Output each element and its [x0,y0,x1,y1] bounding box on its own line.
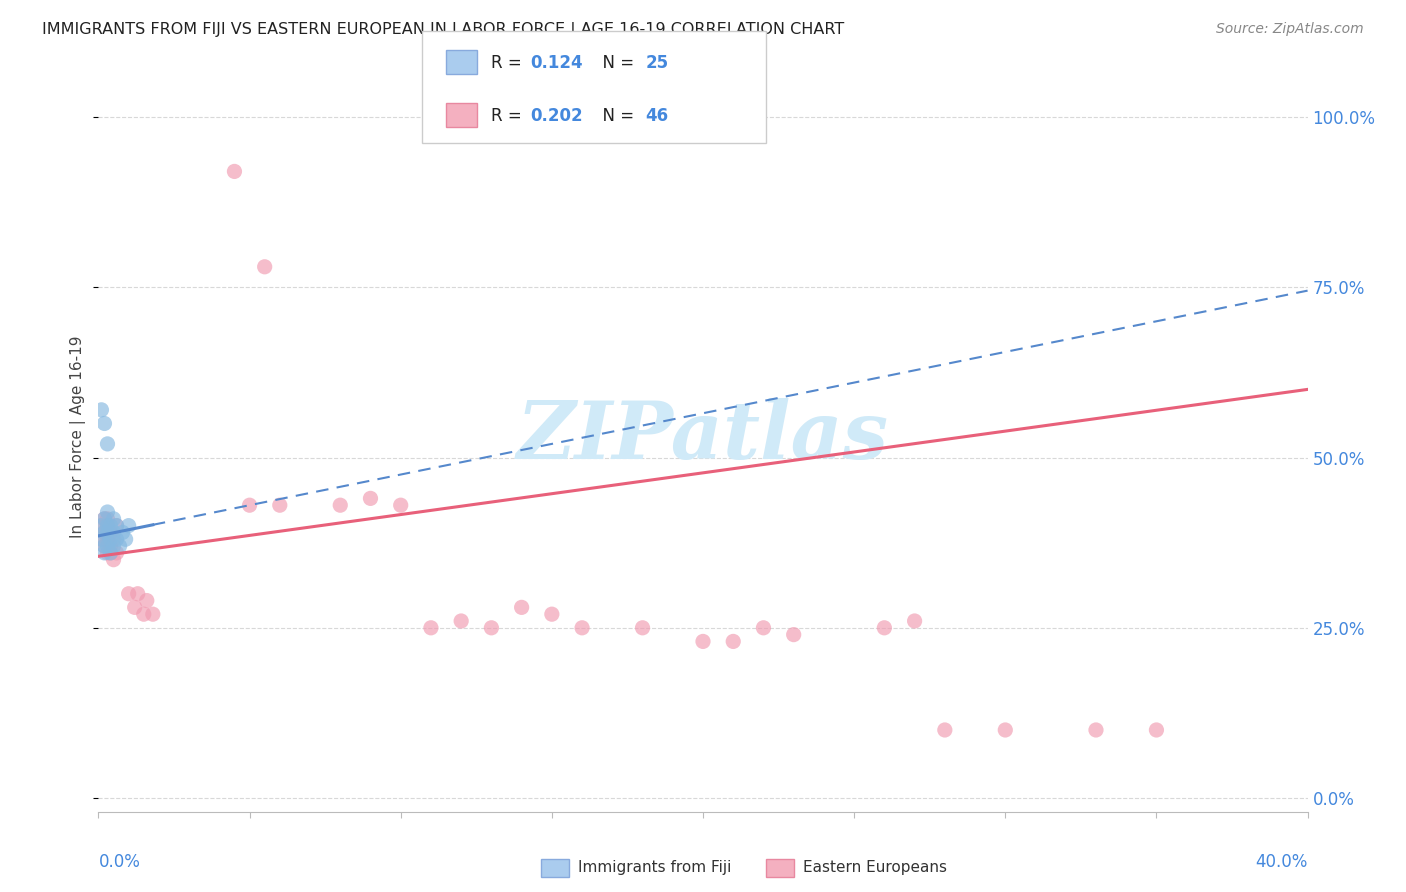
Point [571,621,593,635]
Point [269,498,291,512]
Point [105,546,128,560]
Point [93,539,115,553]
Text: Immigrants from Fiji: Immigrants from Fiji [578,861,731,875]
Point [631,621,654,635]
Point [450,614,472,628]
Point [111,525,134,540]
Point [100,525,122,540]
Point [96,525,118,540]
Text: N =: N = [592,107,640,125]
Point [96,512,118,526]
Point [96,518,118,533]
Point [934,723,956,737]
Point [692,634,714,648]
Point [93,525,115,540]
Point [481,621,503,635]
Point [90,533,112,547]
Point [90,402,112,417]
Point [96,546,118,560]
Point [224,164,246,178]
Point [100,518,122,533]
Text: 25: 25 [645,54,668,72]
Point [360,491,382,506]
Text: Source: ZipAtlas.com: Source: ZipAtlas.com [1216,22,1364,37]
Point [108,539,131,553]
Point [1085,723,1108,737]
Point [389,498,412,512]
Point [93,546,115,560]
Point [105,518,128,533]
Text: 46: 46 [645,107,668,125]
Point [752,621,775,635]
Point [96,437,118,451]
Point [105,518,128,533]
Point [118,587,141,601]
Point [994,723,1017,737]
Point [90,518,112,533]
Point [873,621,896,635]
Point [93,539,115,553]
Point [904,614,927,628]
Point [93,417,115,431]
Point [103,533,125,547]
Text: 0.202: 0.202 [530,107,582,125]
Point [420,621,443,635]
Point [96,518,118,533]
Point [96,505,118,519]
Point [100,546,122,560]
Point [723,634,745,648]
Point [142,607,165,622]
Point [132,607,155,622]
Point [105,533,128,547]
Point [103,512,125,526]
Point [103,552,125,566]
Point [135,593,157,607]
Point [239,498,262,512]
Point [118,518,141,533]
Point [100,546,122,560]
Point [96,533,118,547]
Point [90,533,112,547]
Text: ZIPatlas: ZIPatlas [517,399,889,475]
Point [1144,723,1167,737]
Point [114,533,136,547]
Point [127,587,149,601]
Text: 0.124: 0.124 [530,54,582,72]
Point [93,512,115,526]
Point [253,260,276,274]
Point [329,498,352,512]
Point [96,539,118,553]
Point [100,533,122,547]
Point [103,539,125,553]
Point [90,518,112,533]
Point [93,525,115,540]
Point [100,539,122,553]
Point [540,607,562,622]
Text: R =: R = [491,107,527,125]
Text: IMMIGRANTS FROM FIJI VS EASTERN EUROPEAN IN LABOR FORCE | AGE 16-19 CORRELATION : IMMIGRANTS FROM FIJI VS EASTERN EUROPEAN… [42,22,845,38]
Text: N =: N = [592,54,640,72]
Text: Eastern Europeans: Eastern Europeans [803,861,946,875]
Text: 0.0%: 0.0% [98,853,141,871]
Text: R =: R = [491,54,527,72]
Point [103,525,125,540]
Point [510,600,533,615]
Point [124,600,146,615]
Y-axis label: In Labor Force | Age 16-19: In Labor Force | Age 16-19 [69,335,86,539]
Text: 40.0%: 40.0% [1256,853,1308,871]
Point [783,627,806,641]
Point [93,512,115,526]
